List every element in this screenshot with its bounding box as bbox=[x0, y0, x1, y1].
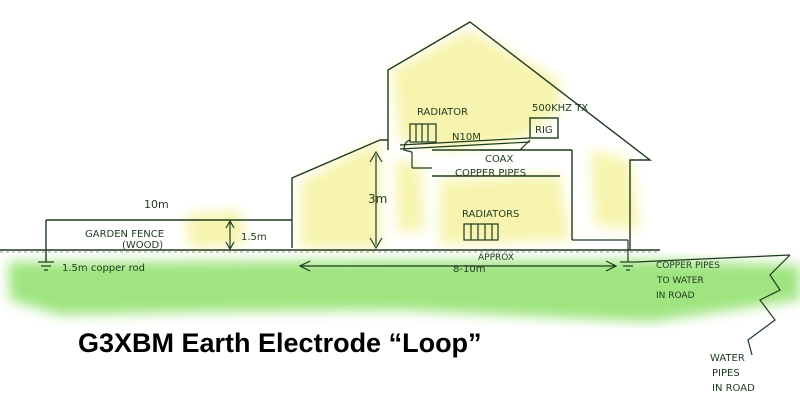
ground-shading bbox=[8, 260, 800, 322]
copper-pipe-drop bbox=[572, 239, 636, 271]
label-pipes-to-water-1: COPPER PIPES bbox=[656, 261, 720, 271]
label-water-pipes-3: IN ROAD bbox=[712, 383, 755, 394]
label-water-pipes-2: PIPES bbox=[712, 368, 740, 379]
label-10m: 10m bbox=[144, 198, 169, 211]
label-3m: 3m bbox=[368, 192, 387, 206]
diagram-title: G3XBM Earth Electrode “Loop” bbox=[78, 328, 482, 358]
height-3m-arrow bbox=[369, 150, 383, 250]
label-water-pipes-1: WATER bbox=[710, 353, 745, 364]
label-wood: (WOOD) bbox=[122, 240, 163, 251]
garden-fence bbox=[45, 219, 292, 262]
water-pipe-line bbox=[635, 254, 791, 356]
distance-arrow bbox=[298, 260, 618, 272]
label-copper-pipes: COPPER PIPES bbox=[455, 168, 526, 179]
upper-radiator-shape bbox=[409, 123, 437, 143]
label-distance: 8-10m bbox=[453, 264, 485, 275]
wall-shading bbox=[185, 30, 640, 248]
label-radiator-top: RADIATOR bbox=[417, 107, 468, 118]
label-copper-rod: 1.5m copper rod bbox=[62, 263, 145, 274]
label-rig: RIG bbox=[535, 125, 553, 136]
label-garden-fence: GARDEN FENCE bbox=[85, 229, 164, 240]
label-pipes-to-water-3: IN ROAD bbox=[656, 291, 695, 301]
label-fence-height: 1.5m bbox=[241, 232, 267, 243]
label-approx: APPROX bbox=[478, 253, 514, 263]
label-coax: COAX bbox=[485, 154, 514, 165]
wiring bbox=[399, 137, 531, 169]
label-n10m: N10M bbox=[452, 132, 481, 143]
label-pipes-to-water-2: TO WATER bbox=[656, 276, 704, 286]
fence-height-arrow bbox=[225, 219, 235, 251]
label-tx: 500KHZ TX bbox=[532, 103, 588, 114]
ground-rod-symbol bbox=[38, 261, 54, 271]
label-radiators: RADIATORS bbox=[462, 209, 519, 220]
lower-radiator-shape bbox=[463, 223, 499, 241]
rig-box bbox=[529, 117, 559, 139]
